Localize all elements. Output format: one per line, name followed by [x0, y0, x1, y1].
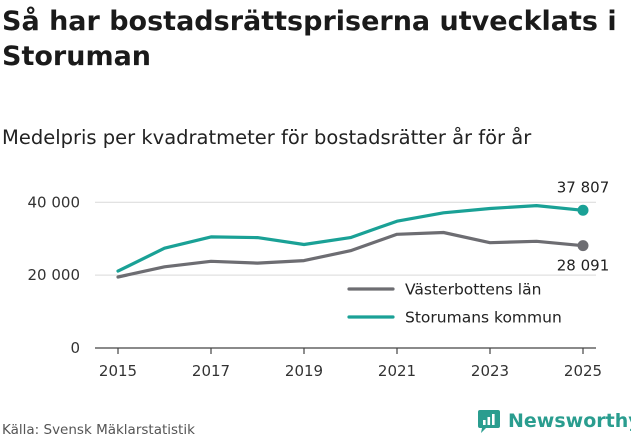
series-line-storuman	[116, 204, 585, 273]
legend-label: Västerbottens län	[405, 281, 541, 299]
series-end-label: 37 807	[557, 178, 610, 196]
x-tick-label: 2023	[471, 362, 509, 380]
series-end-point	[577, 204, 589, 216]
chart-subtitle: Medelpris per kvadratmeter för bostadsrä…	[2, 126, 532, 149]
x-tick-label: 2021	[378, 362, 416, 380]
series-line-vasterbotten	[116, 230, 585, 279]
brand-name: Newsworthy	[508, 410, 631, 432]
source-note: Källa: Svensk Mäklarstatistik	[2, 422, 195, 438]
x-tick-label: 2019	[285, 362, 323, 380]
newsworthy-logo-icon	[478, 410, 500, 433]
y-tick-label: 40 000	[28, 193, 81, 211]
series-end-label: 28 091	[557, 257, 610, 275]
y-tick-label: 0	[70, 339, 80, 357]
x-tick-label: 2015	[99, 362, 137, 380]
x-tick-label: 2017	[192, 362, 230, 380]
x-tick-label: 2025	[564, 362, 602, 380]
brand-logo: Newsworthy	[476, 408, 631, 434]
series-end-point	[577, 240, 589, 252]
y-tick-label: 20 000	[28, 266, 81, 284]
legend-label: Storumans kommun	[405, 309, 562, 327]
chart-title: Så har bostadsrättspriserna utvecklats i…	[2, 6, 617, 72]
